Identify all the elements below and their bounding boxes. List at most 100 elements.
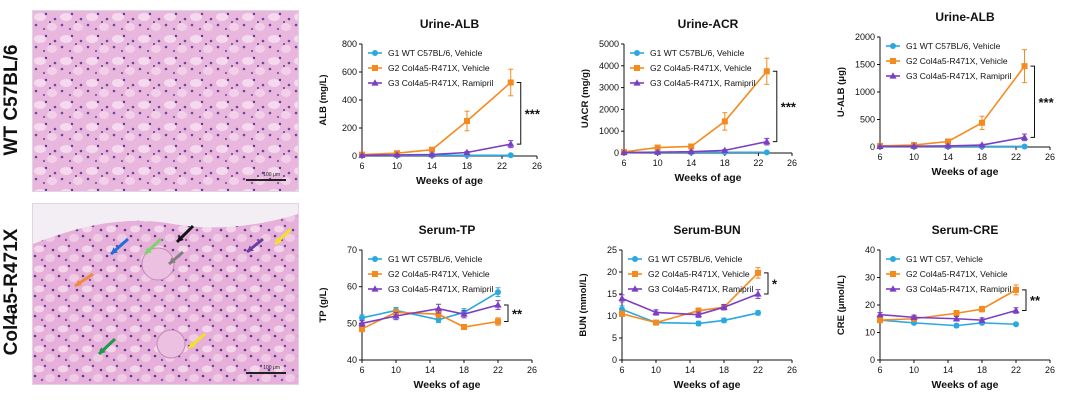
data-point <box>372 256 378 262</box>
significance-label: *** <box>1039 95 1055 110</box>
data-point <box>755 269 761 276</box>
series-line <box>361 291 499 321</box>
data-point <box>944 142 952 149</box>
x-tick-label: 26 <box>532 161 542 171</box>
x-tick-label: 26 <box>1045 365 1055 375</box>
x-tick-label: 26 <box>787 365 797 375</box>
series-line <box>361 81 512 156</box>
y-tick-label: 400 <box>342 95 357 105</box>
data-point <box>631 285 639 292</box>
legend: G1 WT C57BL/6, Vehicle G2 Col4a5-R471X, V… <box>630 48 755 88</box>
y-tick-label: 500 <box>860 115 875 125</box>
chart-4: Serum-BUN 0 5 10 15 20 25 6 10 14 18 22 26 Weeks of a… <box>578 223 797 391</box>
chart-5: Serum-CRE 0 10 20 30 40 6 10 14 18 22 26 Weeks of ag… <box>836 223 1055 391</box>
series-line <box>621 272 759 324</box>
scale-bar <box>246 179 286 181</box>
legend-entry: G2 Col4a5-R471X, Vehicle <box>388 269 490 279</box>
data-point <box>1012 306 1020 314</box>
data-point <box>978 141 986 148</box>
legend: G1 WT C57BL/6, Vehicle G2 Col4a5-R471X, V… <box>368 48 493 88</box>
data-point <box>688 143 695 150</box>
y-tick-label: 15 <box>607 289 617 299</box>
x-tick-label: 22 <box>1011 365 1021 375</box>
arrow-head <box>169 257 176 264</box>
y-tick-label: 0 <box>614 148 619 158</box>
x-axis-label: Weeks of age <box>932 379 999 391</box>
data-point <box>890 271 896 277</box>
x-tick-label: 14 <box>943 152 953 162</box>
data-point <box>358 319 366 326</box>
data-point <box>889 285 897 292</box>
data-point <box>494 301 502 308</box>
chart-1: Urine-ACR 0 1000 2000 3000 4000 5000 6 10 14 18 22 2… <box>580 17 797 184</box>
x-tick-label: 14 <box>686 158 696 168</box>
series-line <box>361 311 499 330</box>
y-axis-label: TP (g/L) <box>318 287 329 322</box>
data-point <box>507 152 514 159</box>
data-point <box>721 317 727 324</box>
data-point <box>890 256 896 262</box>
chart-title: Urine-ACR <box>678 17 739 31</box>
annotation-arrow <box>168 250 184 266</box>
data-point <box>979 119 985 126</box>
significance-bracket: * <box>764 272 778 295</box>
legend: G1 WT C57BL/6, Vehicle G2 Col4a5-R471X, V… <box>368 254 493 294</box>
data-point <box>392 312 400 319</box>
y-axis-label: U-ALB (μg) <box>836 67 847 117</box>
y-axis-label: BUN (mmol/L) <box>578 273 589 336</box>
x-tick-label: 18 <box>459 365 469 375</box>
x-tick-label: 14 <box>427 161 437 171</box>
x-tick-label: 18 <box>977 152 987 162</box>
series-G1 <box>619 305 761 327</box>
bracket-line <box>1030 65 1035 138</box>
y-tick-label: 0 <box>870 355 875 365</box>
y-tick-label: 2000 <box>599 104 619 114</box>
x-tick-label: 18 <box>462 161 472 171</box>
legend-entry: G1 WT C57BL/6, Vehicle <box>650 48 745 58</box>
x-tick-label: 14 <box>943 365 953 375</box>
y-tick-label: 1000 <box>855 87 875 97</box>
data-point <box>620 148 628 156</box>
significance-bracket: *** <box>516 82 541 145</box>
y-tick-label: 10 <box>607 311 617 321</box>
annotation-arrow <box>97 337 117 356</box>
data-point <box>763 149 770 156</box>
y-tick-label: 5 <box>612 333 617 343</box>
y-tick-label: 0 <box>352 151 357 161</box>
arrow-head <box>189 341 196 348</box>
x-tick-label: 10 <box>909 152 919 162</box>
annotation-arrow <box>188 332 206 350</box>
data-point <box>876 142 884 150</box>
arrow-head <box>75 279 82 286</box>
y-axis-label: UACR (mg/g) <box>580 69 591 128</box>
micrograph-wt: 100 μm <box>32 10 299 192</box>
data-point <box>634 65 640 71</box>
legend-entry: G1 WT C57, Vehicle <box>906 254 983 264</box>
y-tick-label: 2000 <box>855 32 875 42</box>
data-point <box>507 79 514 86</box>
legend-entry: G3 Col4a5-R471X, Ramipril <box>906 71 1011 81</box>
chart-0: Urine-ALB 0 200 400 600 800 6 10 14 18 22 26 Weeks o… <box>318 17 542 187</box>
data-point <box>372 65 378 71</box>
legend-entry: G2 Col4a5-R471X, Vehicle <box>650 63 752 73</box>
data-point <box>428 150 436 158</box>
x-tick-label: 6 <box>621 158 626 168</box>
annotation-arrow <box>246 237 264 254</box>
chart-title: Urine-ALB <box>420 17 480 31</box>
y-tick-label: 4000 <box>599 61 619 71</box>
legend-entry: G3 Col4a5-R471X, Ramipril <box>906 284 1011 294</box>
data-point <box>464 118 470 124</box>
x-tick-label: 26 <box>1045 152 1055 162</box>
x-tick-label: 18 <box>719 365 729 375</box>
x-tick-label: 6 <box>359 161 364 171</box>
arrow-head <box>275 237 282 244</box>
chart-title: Serum-BUN <box>673 223 740 237</box>
data-point <box>633 79 641 86</box>
y-tick-label: 1500 <box>855 60 875 70</box>
data-point <box>434 304 443 312</box>
data-point <box>372 50 378 56</box>
x-tick-label: 22 <box>753 158 763 168</box>
data-point <box>359 314 365 321</box>
x-tick-label: 6 <box>877 152 882 162</box>
data-point <box>754 290 762 297</box>
